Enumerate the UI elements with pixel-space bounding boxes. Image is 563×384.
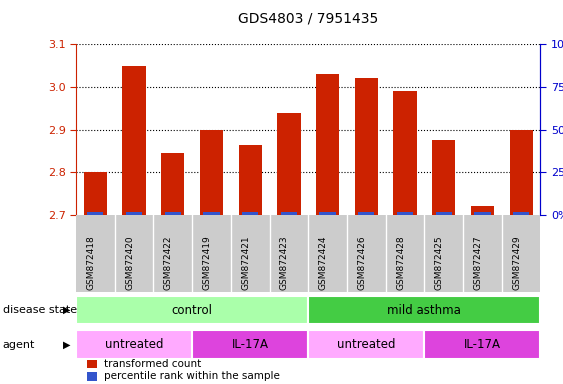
Text: mild asthma: mild asthma: [387, 304, 461, 316]
Bar: [200, 130, 223, 215]
Text: untreated: untreated: [337, 338, 396, 351]
Text: GSM872427: GSM872427: [473, 236, 482, 290]
Text: untreated: untreated: [105, 338, 163, 351]
Bar: [316, 74, 339, 215]
Text: disease state: disease state: [3, 305, 77, 315]
Bar: [76, 215, 540, 292]
Text: ▶: ▶: [62, 305, 70, 315]
Text: IL-17A: IL-17A: [464, 338, 501, 351]
Text: GSM872426: GSM872426: [358, 236, 367, 290]
Text: GSM872421: GSM872421: [241, 236, 250, 290]
Bar: [474, 212, 490, 215]
Bar: [239, 144, 262, 215]
Text: IL-17A: IL-17A: [232, 338, 269, 351]
Bar: [76, 330, 192, 359]
Text: GSM872420: GSM872420: [125, 236, 134, 290]
Text: GDS4803 / 7951435: GDS4803 / 7951435: [238, 12, 378, 25]
Bar: [203, 212, 220, 215]
Bar: [432, 140, 455, 215]
Text: GSM872423: GSM872423: [280, 236, 289, 290]
Text: GSM872425: GSM872425: [435, 236, 444, 290]
Text: GSM872418: GSM872418: [86, 235, 95, 290]
Bar: [126, 212, 142, 215]
Bar: [123, 66, 146, 215]
Bar: [397, 212, 413, 215]
Text: percentile rank within the sample: percentile rank within the sample: [104, 371, 280, 381]
Bar: [192, 330, 309, 359]
Text: GSM872419: GSM872419: [203, 235, 212, 290]
Text: GSM872429: GSM872429: [512, 236, 521, 290]
Bar: [425, 330, 540, 359]
Bar: [394, 91, 417, 215]
Bar: [164, 212, 181, 215]
Bar: [278, 113, 301, 215]
Bar: [510, 130, 533, 215]
Bar: [471, 207, 494, 215]
Bar: [358, 212, 374, 215]
Bar: [436, 212, 452, 215]
Text: GSM872428: GSM872428: [396, 236, 405, 290]
Bar: [513, 212, 529, 215]
Bar: [161, 153, 185, 215]
Bar: [309, 330, 425, 359]
Bar: [355, 78, 378, 215]
Text: control: control: [172, 304, 213, 316]
Text: ▶: ▶: [62, 339, 70, 350]
Bar: [242, 212, 258, 215]
Bar: [84, 172, 107, 215]
Text: agent: agent: [3, 339, 35, 350]
Text: transformed count: transformed count: [104, 359, 202, 369]
Bar: [281, 212, 297, 215]
Bar: [76, 296, 309, 324]
Bar: [309, 296, 540, 324]
Text: GSM872424: GSM872424: [319, 236, 328, 290]
Text: GSM872422: GSM872422: [164, 236, 173, 290]
Bar: [319, 212, 336, 215]
Bar: [87, 212, 104, 215]
